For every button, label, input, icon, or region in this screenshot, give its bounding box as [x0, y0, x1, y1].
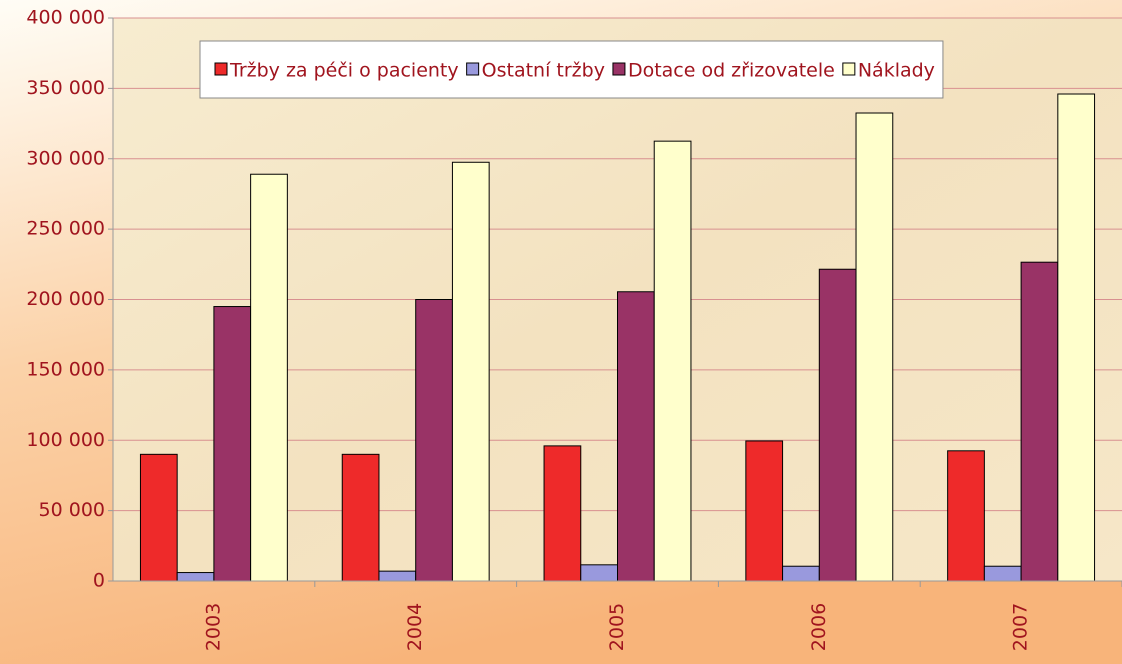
- legend-box: [199, 40, 944, 99]
- y-tick-label: 350 000: [26, 77, 105, 99]
- bar: [1057, 93, 1096, 582]
- y-tick-label: 200 000: [26, 288, 105, 310]
- legend-label: Tržby za péči o pacienty: [229, 60, 459, 82]
- bar: [782, 565, 820, 582]
- bar: [653, 140, 692, 582]
- x-tick-label: 2003: [202, 603, 224, 651]
- bar: [378, 570, 417, 582]
- legend-swatch: [612, 62, 626, 76]
- bar: [139, 453, 178, 582]
- y-tick-label: 0: [93, 570, 105, 592]
- x-tick-label: 2004: [404, 603, 426, 651]
- bar: [947, 450, 985, 582]
- y-tick-label: 100 000: [26, 429, 105, 451]
- y-tick-label: 50 000: [39, 499, 105, 521]
- bar: [451, 161, 490, 582]
- bar: [745, 440, 784, 582]
- x-tick-label: 2006: [808, 603, 830, 651]
- bar: [983, 565, 1022, 582]
- bar: [415, 299, 453, 582]
- legend-swatch: [842, 62, 856, 76]
- legend: Tržby za péči o pacienty Ostatní tržby Dot…: [199, 40, 944, 99]
- bar: [580, 564, 618, 582]
- bar: [855, 112, 894, 582]
- legend-swatch: [214, 62, 228, 76]
- x-tick-label: 2007: [1010, 603, 1032, 651]
- bar: [617, 291, 655, 582]
- bar: [213, 306, 252, 582]
- bar: [341, 453, 380, 582]
- legend-swatch: [466, 62, 480, 76]
- y-tick-label: 250 000: [26, 218, 105, 240]
- x-tick-label: 2005: [606, 603, 628, 651]
- bar: [250, 173, 288, 582]
- legend-label: Ostatní tržby: [482, 60, 605, 82]
- y-tick-label: 400 000: [26, 7, 105, 29]
- y-tick-label: 150 000: [26, 358, 105, 380]
- legend-label: Dotace od zřizovatele: [628, 60, 835, 82]
- bar: [818, 268, 857, 582]
- bar: [176, 572, 215, 582]
- bar: [543, 445, 582, 582]
- bar: [1020, 261, 1059, 582]
- y-tick-label: 300 000: [26, 147, 105, 169]
- legend-label: Náklady: [858, 60, 935, 82]
